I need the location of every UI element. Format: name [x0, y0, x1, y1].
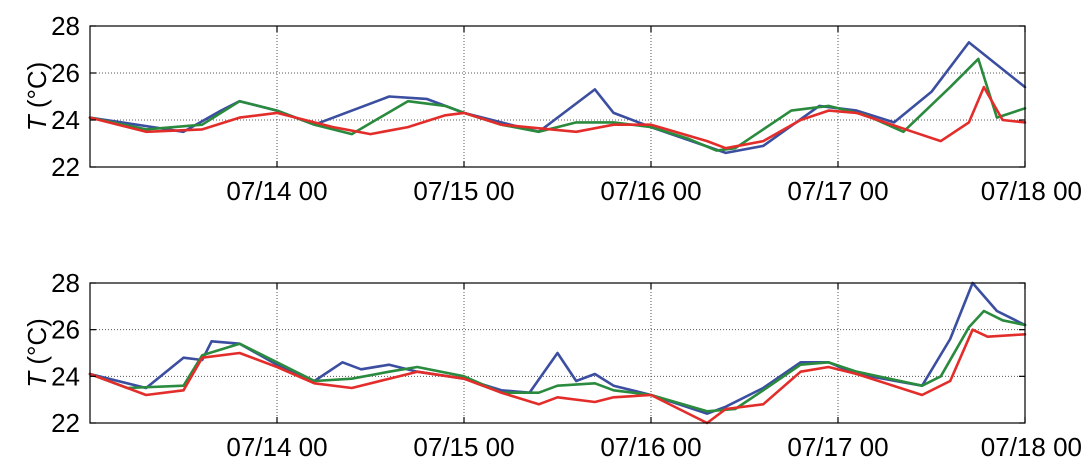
y-axis-label: T (°C) [22, 318, 52, 388]
y-tick-label: 26 [51, 315, 80, 345]
series-line-1 [88, 41, 1027, 155]
y-axis-label: T (°C) [22, 62, 52, 132]
chart-bottom: 22 24 26 28 07/14 00 07/15 00 07/16 00 07/17 00… [22, 268, 1082, 461]
series-line-2 [88, 309, 1027, 413]
y-tick-label: 24 [51, 361, 80, 391]
y-tick-label: 26 [51, 58, 80, 88]
y-axis-label-variable: T [22, 370, 52, 388]
y-axis-label-unit: (°C) [22, 62, 52, 116]
y-tick-label: 28 [51, 268, 80, 298]
y-tick-label: 28 [51, 11, 80, 41]
x-tick-label: 07/18 00 [981, 432, 1082, 461]
plot-frame [89, 282, 1026, 424]
plot-frame [89, 25, 1026, 168]
series-line-3 [88, 328, 1027, 425]
x-tick-label: 07/18 00 [981, 176, 1082, 206]
x-tick-label: 07/14 00 [226, 432, 327, 461]
chart-top: 22 24 26 28 07/14 00 07/15 00 07/16 00 07/17 00… [22, 11, 1082, 206]
series-line-1 [88, 281, 1027, 416]
y-tick-label: 24 [51, 105, 80, 135]
x-tick-label: 07/17 00 [787, 432, 888, 461]
x-tick-label: 07/15 00 [413, 176, 514, 206]
x-tick-label: 07/17 00 [787, 176, 888, 206]
x-tick-label: 07/14 00 [226, 176, 327, 206]
series-line-3 [88, 85, 1027, 150]
y-tick-label: 22 [51, 408, 80, 438]
x-tick-label: 07/16 00 [600, 176, 701, 206]
x-tick-label: 07/15 00 [413, 432, 514, 461]
x-tick-label: 07/16 00 [600, 432, 701, 461]
y-axis-label-variable: T [22, 113, 52, 131]
y-axis-label-unit: (°C) [22, 318, 52, 372]
y-tick-label: 22 [51, 152, 80, 182]
